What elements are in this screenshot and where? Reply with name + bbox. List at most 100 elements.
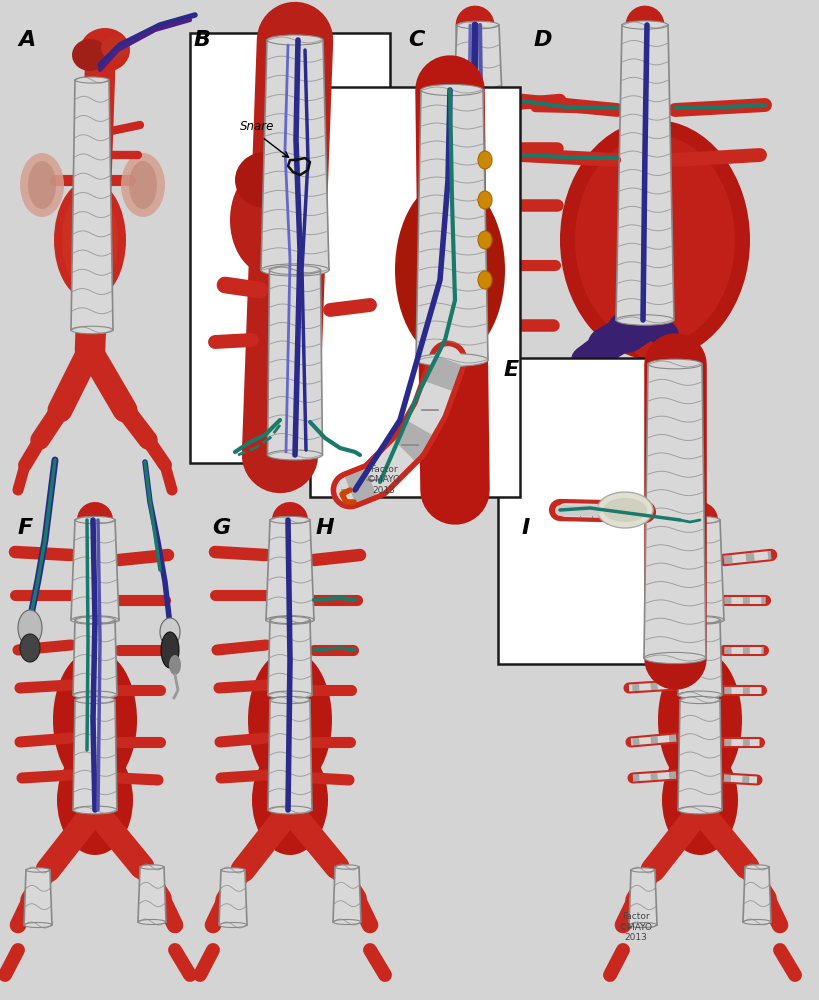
Polygon shape	[24, 870, 52, 925]
Ellipse shape	[72, 39, 108, 71]
Ellipse shape	[269, 616, 310, 624]
Ellipse shape	[169, 655, 181, 675]
Ellipse shape	[20, 153, 64, 217]
Ellipse shape	[160, 618, 180, 646]
Ellipse shape	[455, 176, 500, 184]
Text: Snare: Snare	[240, 120, 274, 133]
Polygon shape	[643, 364, 705, 658]
Ellipse shape	[129, 161, 156, 209]
Text: G: G	[212, 518, 230, 538]
Ellipse shape	[75, 696, 115, 704]
Ellipse shape	[602, 498, 646, 522]
Ellipse shape	[454, 386, 501, 394]
Ellipse shape	[477, 231, 491, 249]
Polygon shape	[455, 140, 500, 180]
Text: I: I	[522, 518, 530, 538]
Ellipse shape	[75, 616, 115, 624]
Ellipse shape	[121, 153, 165, 217]
Polygon shape	[677, 700, 721, 810]
Ellipse shape	[101, 36, 129, 60]
Ellipse shape	[18, 610, 42, 646]
Ellipse shape	[622, 21, 667, 29]
Ellipse shape	[73, 806, 117, 814]
Ellipse shape	[71, 326, 113, 334]
Ellipse shape	[267, 35, 323, 45]
Ellipse shape	[420, 84, 482, 96]
Ellipse shape	[269, 516, 310, 524]
Polygon shape	[268, 620, 311, 695]
Ellipse shape	[235, 152, 295, 208]
Ellipse shape	[229, 165, 310, 275]
Text: C: C	[408, 30, 424, 50]
Ellipse shape	[574, 135, 734, 345]
Ellipse shape	[138, 919, 165, 925]
Ellipse shape	[75, 77, 109, 83]
Ellipse shape	[26, 868, 50, 872]
Ellipse shape	[415, 354, 487, 366]
Ellipse shape	[267, 450, 322, 460]
Ellipse shape	[477, 271, 491, 289]
Text: E: E	[504, 360, 518, 380]
Ellipse shape	[395, 180, 505, 360]
Ellipse shape	[446, 185, 506, 315]
Ellipse shape	[247, 650, 332, 790]
Polygon shape	[333, 867, 360, 922]
Ellipse shape	[335, 865, 359, 869]
Ellipse shape	[269, 265, 320, 275]
Ellipse shape	[456, 21, 499, 29]
Polygon shape	[615, 25, 673, 320]
Text: B: B	[194, 30, 210, 50]
Ellipse shape	[265, 616, 314, 624]
Text: H: H	[315, 518, 334, 538]
Ellipse shape	[53, 650, 137, 790]
Ellipse shape	[269, 696, 310, 704]
Ellipse shape	[219, 922, 247, 928]
Polygon shape	[265, 520, 314, 620]
Polygon shape	[742, 867, 770, 922]
Ellipse shape	[647, 359, 701, 369]
Ellipse shape	[451, 140, 504, 150]
Ellipse shape	[744, 865, 768, 869]
Ellipse shape	[333, 919, 360, 925]
Ellipse shape	[54, 180, 126, 300]
Polygon shape	[454, 180, 501, 390]
Polygon shape	[451, 25, 504, 145]
Ellipse shape	[140, 865, 164, 869]
Ellipse shape	[71, 616, 119, 624]
Text: F: F	[18, 518, 34, 538]
Ellipse shape	[477, 191, 491, 209]
Ellipse shape	[24, 922, 52, 928]
Ellipse shape	[661, 745, 737, 855]
Ellipse shape	[643, 652, 705, 664]
Polygon shape	[268, 700, 311, 810]
Ellipse shape	[434, 170, 518, 330]
Ellipse shape	[75, 516, 115, 524]
Ellipse shape	[221, 868, 245, 872]
Ellipse shape	[679, 616, 719, 624]
Polygon shape	[71, 80, 113, 330]
Polygon shape	[260, 40, 328, 270]
Ellipse shape	[679, 516, 719, 524]
Ellipse shape	[73, 691, 117, 699]
Polygon shape	[73, 700, 117, 810]
Polygon shape	[219, 870, 247, 925]
Ellipse shape	[20, 634, 40, 662]
Polygon shape	[675, 520, 723, 620]
Ellipse shape	[57, 745, 133, 855]
Bar	[497, 358, 697, 664]
Ellipse shape	[251, 745, 328, 855]
Ellipse shape	[596, 492, 652, 528]
Text: Factor
©MAYO
2013: Factor ©MAYO 2013	[618, 912, 652, 942]
Ellipse shape	[260, 264, 328, 276]
Polygon shape	[677, 620, 721, 695]
Ellipse shape	[559, 120, 749, 360]
Text: D: D	[533, 30, 552, 50]
Ellipse shape	[631, 868, 654, 872]
Polygon shape	[628, 870, 656, 925]
Ellipse shape	[268, 691, 311, 699]
Ellipse shape	[456, 176, 499, 184]
Ellipse shape	[657, 650, 741, 790]
Ellipse shape	[677, 691, 721, 699]
Polygon shape	[267, 270, 322, 455]
Ellipse shape	[161, 632, 179, 668]
